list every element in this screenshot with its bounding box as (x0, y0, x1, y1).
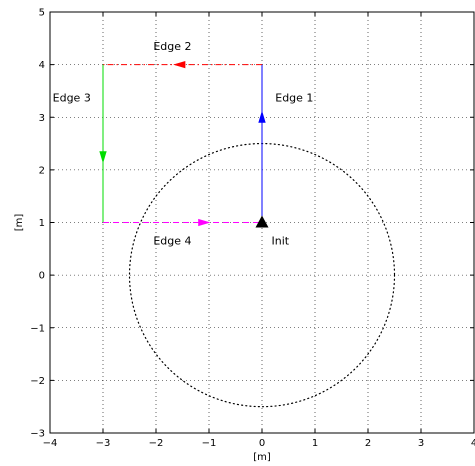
edge-arrow-4 (198, 218, 211, 227)
x-tick-label: 3 (418, 438, 424, 449)
y-tick-label: 4 (39, 60, 45, 71)
x-tick-label: −3 (96, 438, 111, 449)
y-tick-label: −3 (30, 429, 45, 440)
y-tick-label: 3 (39, 113, 45, 124)
series-4 (103, 218, 262, 227)
annotation-3: Edge 3 (53, 91, 91, 104)
x-tick-label: −2 (149, 438, 164, 449)
y-tick-label: 1 (39, 218, 45, 229)
y-tick-label: −1 (30, 323, 45, 334)
x-tick-label: 0 (259, 438, 265, 449)
y-tick-label: −2 (30, 376, 45, 387)
y-tick-label: 2 (39, 165, 45, 176)
annotation-4: Edge 4 (153, 235, 191, 248)
annotation-5: Init (272, 235, 290, 248)
edge-arrow-2 (173, 60, 186, 69)
edge-arrow-3 (99, 151, 107, 164)
annotation-1: Edge 1 (275, 91, 313, 104)
x-tick-label: −4 (43, 438, 58, 449)
series-1 (258, 64, 266, 223)
y-tick-label: 0 (39, 271, 45, 282)
annotation-2: Edge 2 (153, 40, 191, 53)
series-2 (103, 60, 262, 69)
series-3 (99, 64, 107, 223)
x-tick-label: 2 (365, 438, 371, 449)
x-axis-label: [m] (253, 452, 271, 463)
x-tick-label: −1 (202, 438, 217, 449)
y-tick-label: 5 (39, 8, 45, 19)
x-tick-label: 4 (471, 438, 475, 449)
y-axis-label: [m] (14, 214, 25, 232)
init-marker (255, 215, 269, 228)
edge-arrow-1 (258, 110, 266, 123)
x-tick-label: 1 (312, 438, 318, 449)
